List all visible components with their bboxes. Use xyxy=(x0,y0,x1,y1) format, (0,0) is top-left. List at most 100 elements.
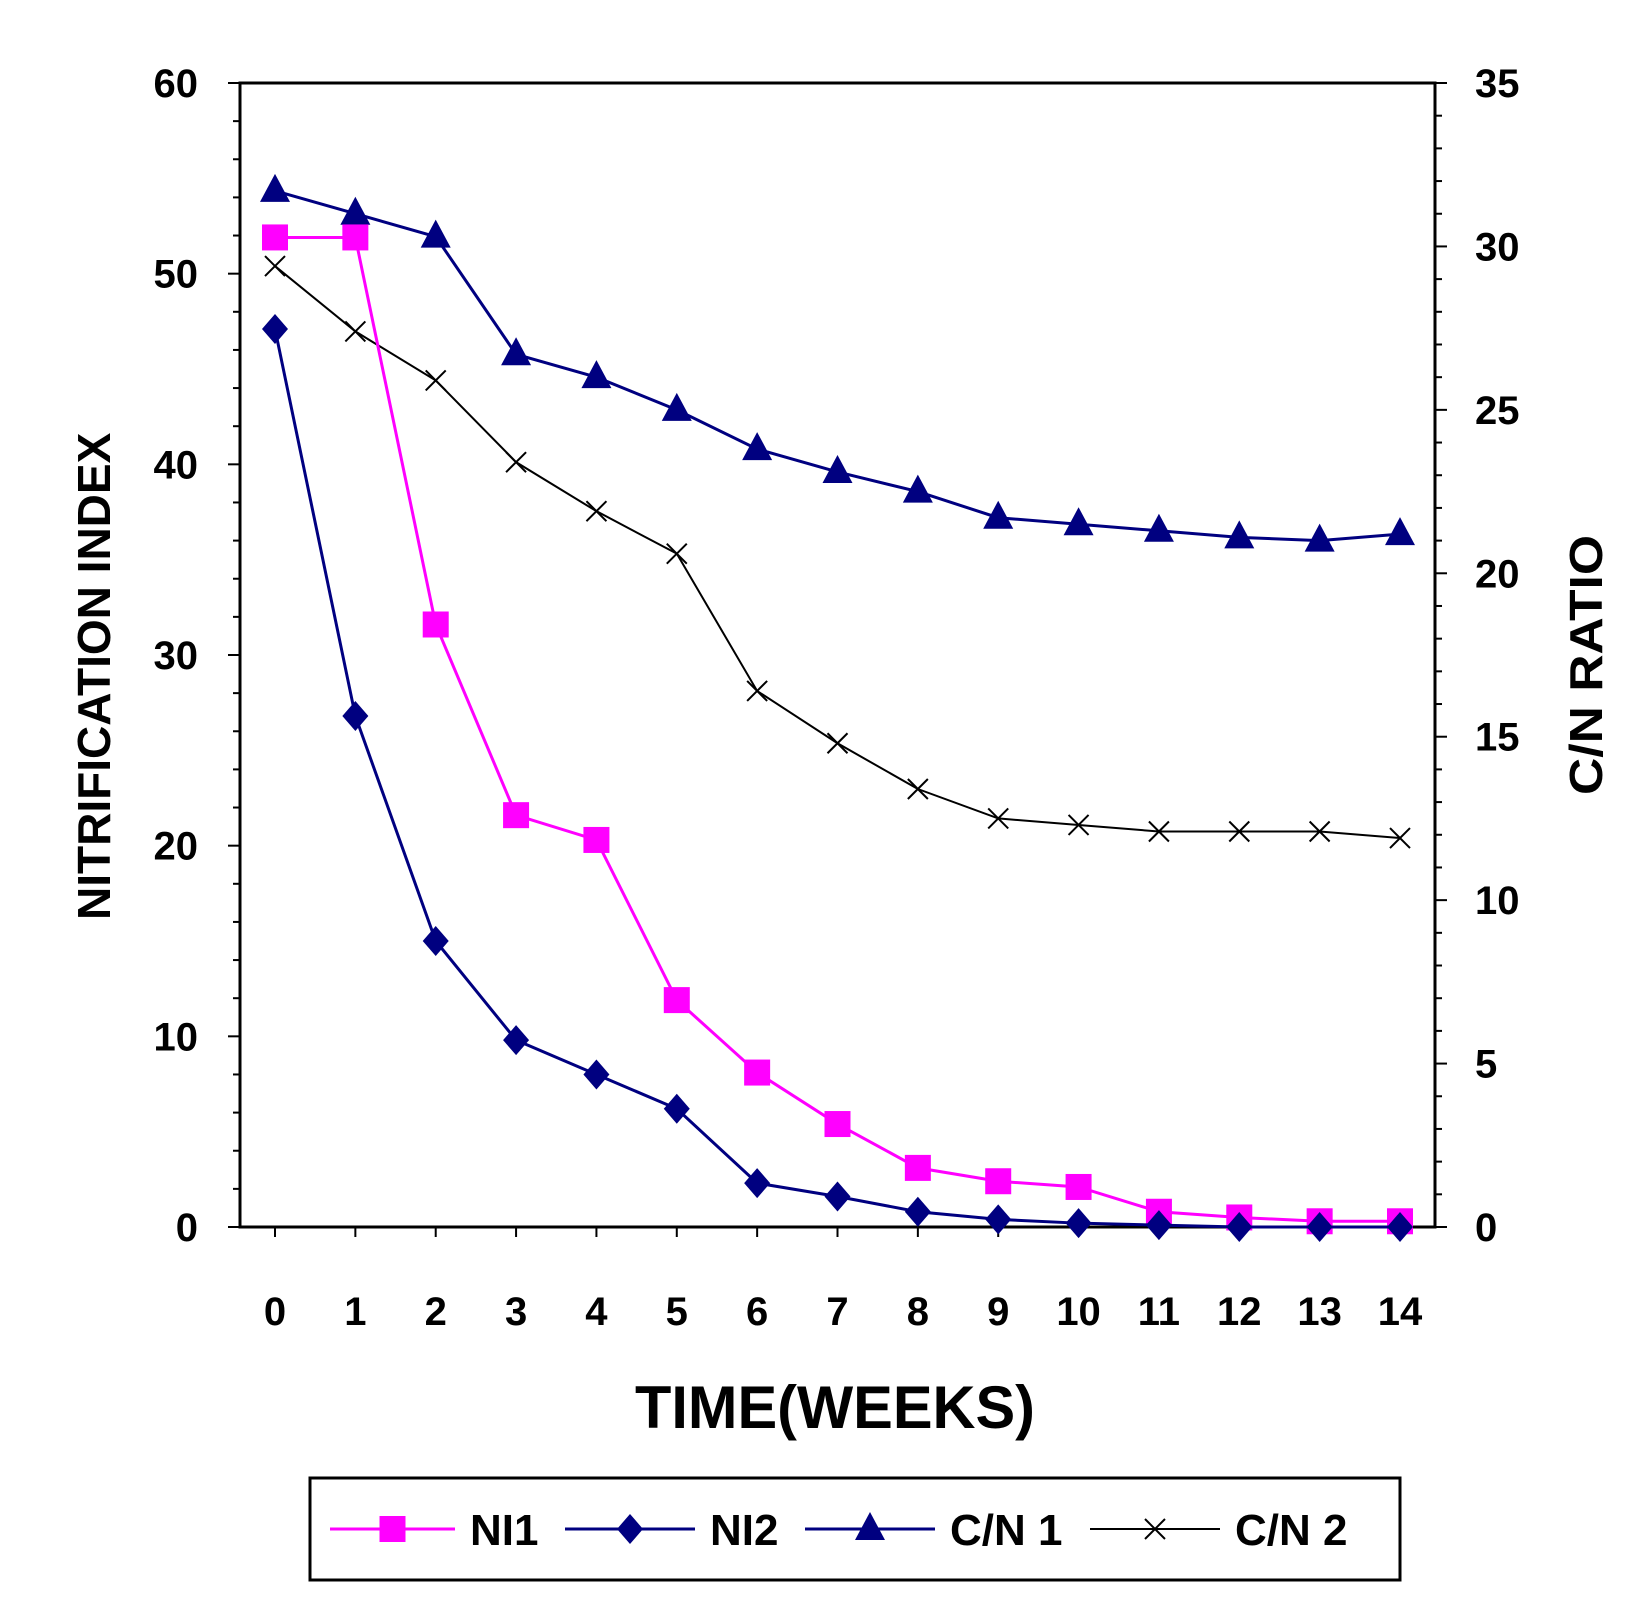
data-point-c-n-1 xyxy=(1385,517,1415,546)
data-point-c-n-1 xyxy=(501,337,532,366)
data-point-c-n-2 xyxy=(1067,814,1090,836)
series-c-n-1 xyxy=(260,173,1415,552)
x-tick-label: 8 xyxy=(907,1290,929,1334)
legend-item-ni1: NI1 xyxy=(330,1506,538,1555)
data-point-ni2 xyxy=(1387,1212,1413,1242)
data-point-ni2 xyxy=(1226,1212,1253,1242)
data-point-c-n-1 xyxy=(822,454,853,483)
legend-label-c-n-1: C/N 1 xyxy=(950,1506,1062,1555)
right-tick-label: 15 xyxy=(1475,716,1520,760)
data-point-ni1 xyxy=(422,611,449,638)
series-ni2 xyxy=(262,313,1413,1242)
data-point-ni2 xyxy=(904,1196,931,1227)
right-axis: 0 5 10 15 20 25 30 35 xyxy=(1435,62,1520,1250)
legend: NI1 NI2 C/N 1 C/N 2 xyxy=(330,1506,1347,1555)
x-tick-label: 0 xyxy=(264,1290,286,1334)
data-point-ni1 xyxy=(503,802,530,829)
data-point-c-n-2 xyxy=(505,451,527,473)
data-point-c-n-1 xyxy=(420,219,451,248)
data-point-ni1 xyxy=(342,224,369,251)
right-axis-title: C/N RATIO xyxy=(1560,535,1612,795)
data-point-ni2 xyxy=(342,701,369,732)
x-tick-label: 3 xyxy=(505,1290,527,1334)
x-tick-label: 11 xyxy=(1138,1290,1180,1334)
data-point-ni1 xyxy=(985,1168,1012,1195)
data-point-c-n-1 xyxy=(1304,523,1335,552)
x-axis: 0 1 2 3 4 5 6 7 8 9 10 11 12 13 14 xyxy=(264,1227,1423,1334)
data-point-c-n-2 xyxy=(826,732,849,754)
data-point-c-n-2 xyxy=(1389,827,1411,849)
x-tick-label: 7 xyxy=(826,1290,848,1334)
x-tick-label: 10 xyxy=(1056,1290,1101,1334)
data-point-ni2 xyxy=(583,1059,610,1090)
series-layer xyxy=(260,173,1415,1242)
data-point-c-n-2 xyxy=(987,807,1009,830)
x-tick-label: 1 xyxy=(344,1290,366,1334)
data-point-ni2 xyxy=(744,1168,771,1199)
right-tick-label: 35 xyxy=(1475,62,1520,106)
data-point-c-n-1 xyxy=(1063,507,1094,536)
x-tick-label: 14 xyxy=(1378,1290,1423,1334)
left-axis-title: NITRIFICATION INDEX xyxy=(68,432,120,920)
data-point-ni2 xyxy=(1145,1210,1172,1241)
left-tick-label: 30 xyxy=(154,634,199,678)
data-point-c-n-1 xyxy=(260,173,290,202)
data-point-c-n-1 xyxy=(742,432,773,461)
x-tick-label: 2 xyxy=(425,1290,447,1334)
data-point-ni2 xyxy=(663,1093,690,1124)
data-point-c-n-2 xyxy=(264,255,286,277)
data-point-ni2 xyxy=(1065,1208,1092,1239)
data-point-c-n-2 xyxy=(1308,820,1331,843)
right-tick-label: 0 xyxy=(1475,1206,1497,1250)
x-tick-label: 9 xyxy=(987,1290,1009,1334)
legend-marker-c-n-2 xyxy=(1144,1518,1166,1540)
legend-label-ni1: NI1 xyxy=(470,1506,538,1555)
left-tick-label: 0 xyxy=(176,1206,198,1250)
data-point-c-n-2 xyxy=(585,500,608,522)
data-point-c-n-2 xyxy=(746,680,768,702)
right-tick-label: 10 xyxy=(1475,879,1520,923)
data-point-ni2 xyxy=(824,1181,851,1212)
right-tick-label: 20 xyxy=(1475,552,1520,596)
data-point-c-n-2 xyxy=(425,369,447,392)
data-point-c-n-1 xyxy=(661,392,692,421)
data-point-ni2 xyxy=(985,1204,1012,1235)
data-point-ni2 xyxy=(503,1025,530,1056)
data-point-ni1 xyxy=(1065,1173,1092,1200)
legend-label-c-n-2: C/N 2 xyxy=(1235,1506,1347,1555)
data-point-c-n-1 xyxy=(1143,513,1174,542)
x-tick-label: 13 xyxy=(1297,1290,1342,1334)
data-point-ni2 xyxy=(262,313,288,344)
data-point-c-n-1 xyxy=(902,474,933,503)
left-tick-label: 60 xyxy=(154,62,199,106)
plot-area xyxy=(238,81,1437,1229)
data-point-ni1 xyxy=(744,1059,771,1086)
data-point-ni1 xyxy=(583,826,610,853)
left-axis-title-clip: NITRIFICATION INDEX xyxy=(68,432,120,920)
x-tick-label: 5 xyxy=(666,1290,688,1334)
left-tick-label: 10 xyxy=(154,1015,199,1059)
legend-item-c-n-1: C/N 1 xyxy=(805,1506,1062,1555)
legend-item-ni2: NI2 xyxy=(565,1506,778,1555)
data-point-c-n-2 xyxy=(344,320,367,343)
left-tick-label: 40 xyxy=(154,443,199,487)
x-axis-title: TIME(WEEKS) xyxy=(635,1374,1035,1441)
series-ni1 xyxy=(262,224,1413,1235)
data-point-ni1 xyxy=(904,1154,931,1181)
data-point-c-n-1 xyxy=(340,196,371,225)
data-point-ni2 xyxy=(1306,1212,1333,1242)
left-tick-label: 50 xyxy=(154,253,199,297)
data-point-ni1 xyxy=(824,1111,851,1138)
x-tick-label: 12 xyxy=(1217,1290,1262,1334)
legend-label-ni2: NI2 xyxy=(710,1506,778,1555)
data-point-c-n-2 xyxy=(907,778,929,800)
legend-marker-ni2 xyxy=(617,1514,643,1544)
right-tick-label: 30 xyxy=(1475,225,1520,269)
series-c-n-2 xyxy=(264,255,1411,849)
left-tick-label: 20 xyxy=(154,825,199,869)
right-tick-label: 5 xyxy=(1475,1043,1497,1087)
legend-marker-c-n-1 xyxy=(855,1512,885,1540)
data-point-c-n-1 xyxy=(1224,520,1255,549)
data-point-ni2 xyxy=(422,926,449,956)
